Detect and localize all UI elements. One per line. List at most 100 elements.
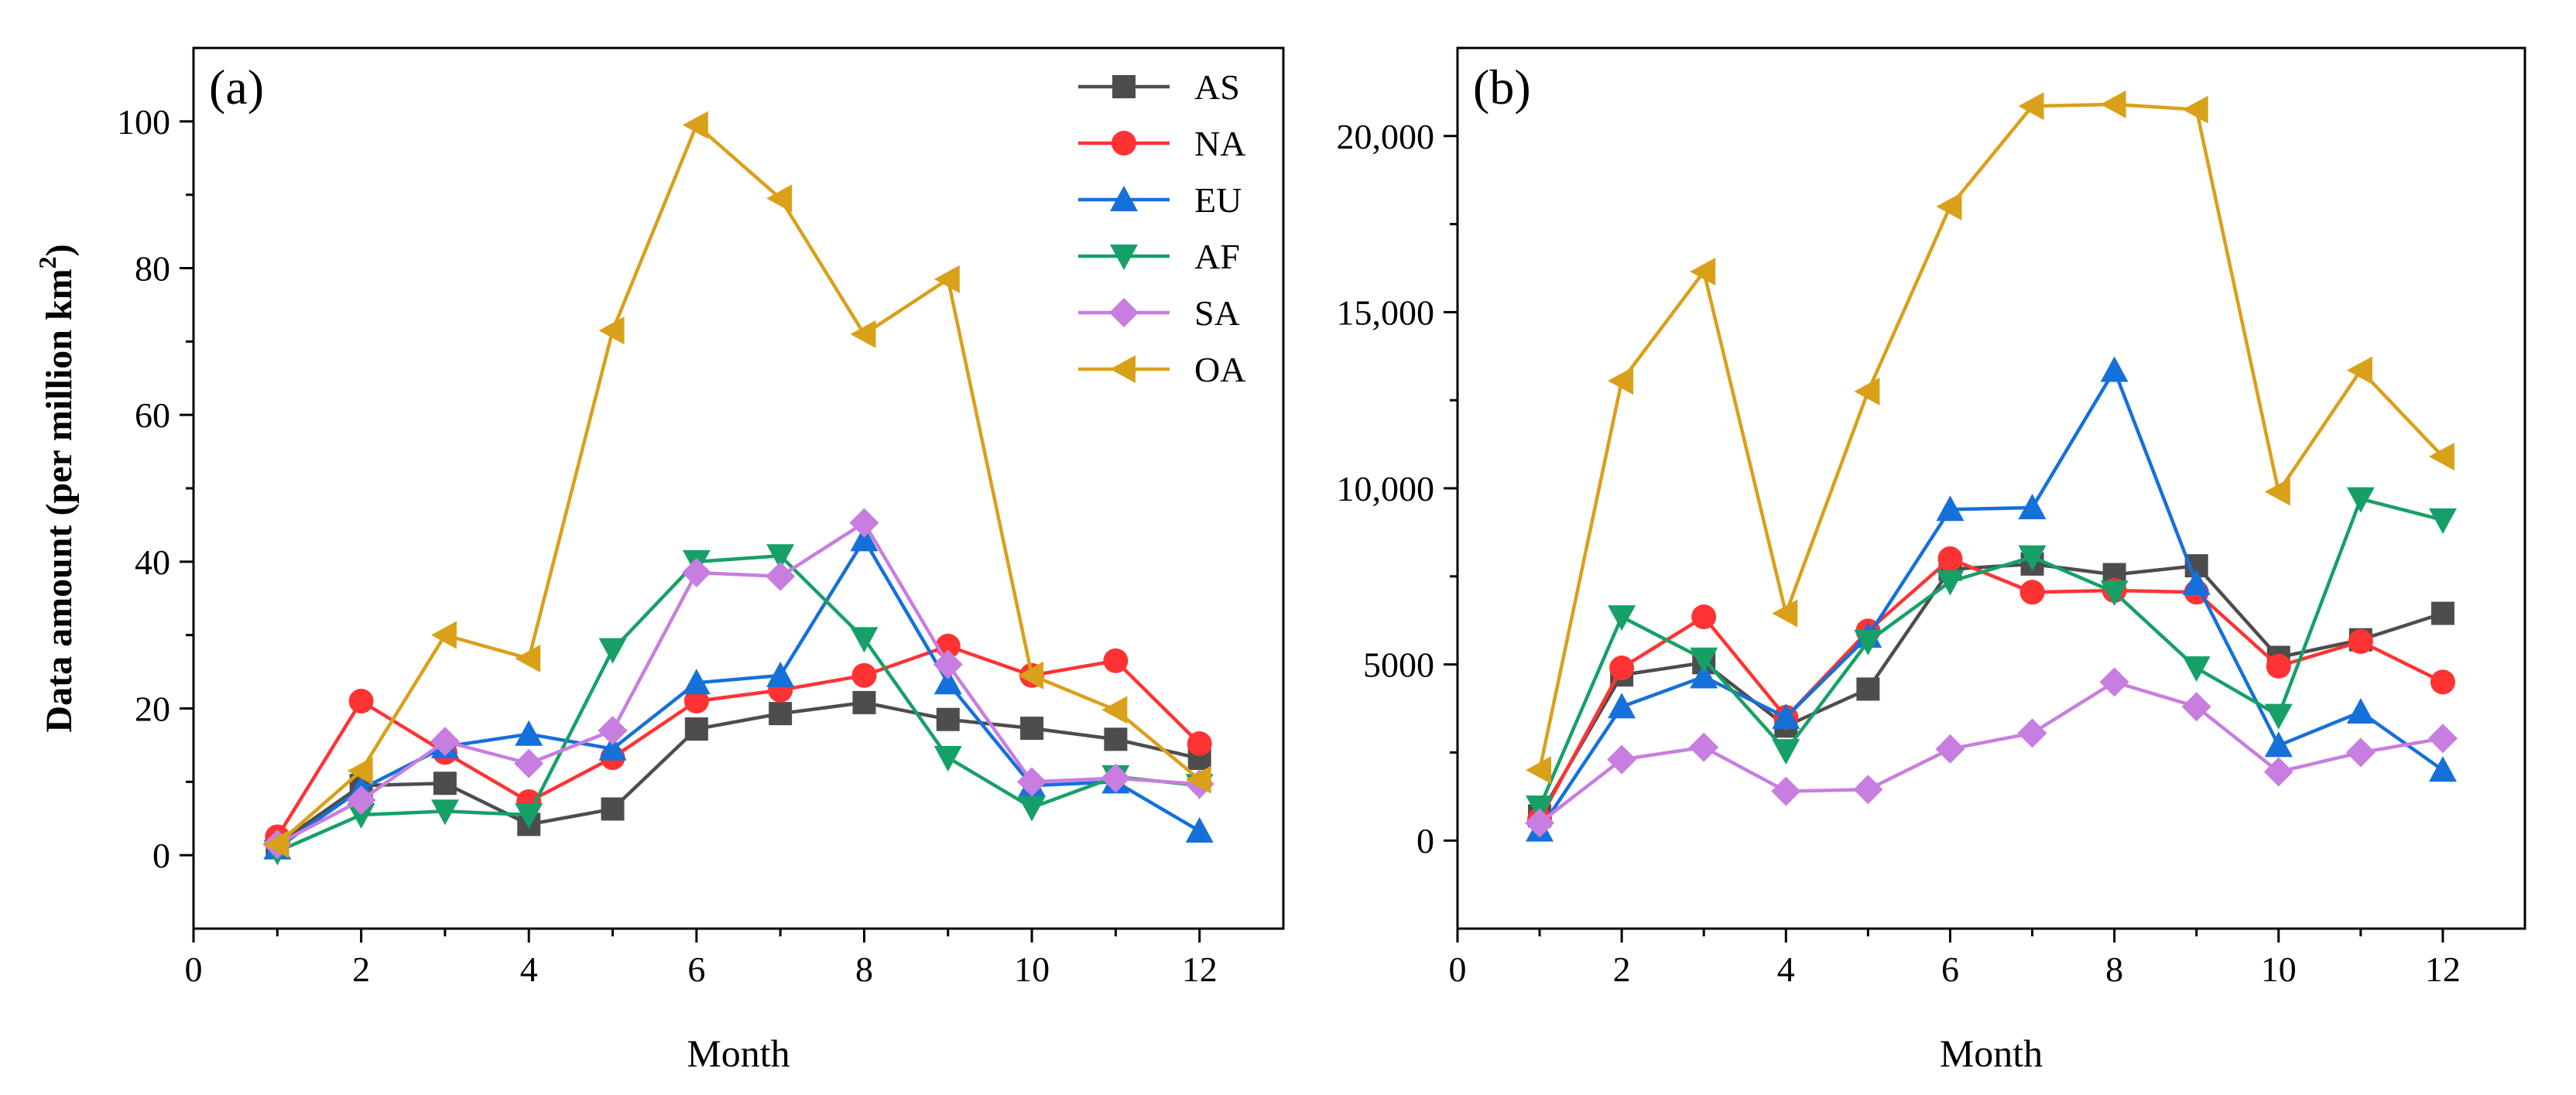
data-point-oa-a bbox=[1018, 661, 1044, 690]
series-sa-b bbox=[1525, 667, 2458, 838]
series-line-na-a bbox=[276, 644, 1201, 838]
legend-label-as: AS bbox=[1194, 67, 1240, 107]
chart-panel-a: 0 2 4 6 8 10 12 0 20 40 60 80 100 Month Data amount (p… bbox=[33, 46, 1285, 1075]
y-tick-label-a: 60 bbox=[135, 395, 170, 435]
series-line-oa-a bbox=[276, 123, 1201, 846]
legend: AS NA EU AF SA OA bbox=[1078, 67, 1245, 389]
legend-marker-eu bbox=[1110, 186, 1138, 211]
data-point-sa-b bbox=[2017, 718, 2047, 748]
data-point-oa-b bbox=[2018, 92, 2044, 121]
data-point-eu-b bbox=[1690, 662, 1718, 689]
data-point-na-b bbox=[2266, 653, 2291, 679]
data-point-sa-b bbox=[1689, 732, 1719, 762]
data-point-sa-a bbox=[849, 508, 879, 538]
data-point-as-a bbox=[1104, 727, 1128, 751]
data-point-eu-b bbox=[2018, 494, 2047, 520]
x-tick-label-b: 6 bbox=[1941, 950, 1959, 989]
x-axis-title-b: Month bbox=[1940, 1032, 2043, 1075]
legend-label-oa: OA bbox=[1194, 350, 1245, 389]
data-point-na-b bbox=[1691, 604, 1717, 630]
legend-marker-af bbox=[1110, 245, 1138, 270]
data-point-na-a bbox=[348, 689, 374, 714]
data-point-eu-a bbox=[850, 525, 879, 552]
y-tick-label-b: 10,000 bbox=[1337, 469, 1435, 508]
data-point-oa-a bbox=[682, 111, 708, 139]
series-line-eu-b bbox=[1538, 368, 2444, 831]
series-line-as-a bbox=[276, 700, 1201, 846]
y-tick-label-b: 20,000 bbox=[1337, 117, 1435, 156]
data-point-na-b bbox=[1609, 655, 1635, 681]
series-line-as-b bbox=[1538, 562, 2444, 817]
x-tick-label-a: 2 bbox=[352, 950, 370, 989]
chart-panel-b: 0 2 4 6 8 10 12 0 5000 10,000 15,000 20,000 Month (b) bbox=[1337, 46, 2526, 1075]
data-point-oa-a bbox=[850, 320, 876, 348]
data-point-oa-a bbox=[1185, 765, 1211, 794]
x-tick-label-a: 10 bbox=[1014, 950, 1050, 989]
data-point-af-b bbox=[2100, 580, 2129, 607]
data-point-sa-b bbox=[1525, 808, 1555, 838]
data-point-sa-a bbox=[681, 558, 711, 588]
data-point-oa-b bbox=[1526, 756, 1552, 785]
legend-label-sa: SA bbox=[1194, 293, 1240, 333]
data-point-eu-b bbox=[1936, 495, 1965, 522]
data-point-oa-b bbox=[2100, 90, 2126, 118]
y-axis-title: Data amount (per million km2) bbox=[33, 244, 80, 732]
data-point-eu-a bbox=[598, 734, 627, 761]
data-point-oa-b bbox=[2428, 443, 2454, 471]
data-point-sa-b bbox=[2263, 757, 2293, 787]
data-point-as-a bbox=[1020, 717, 1044, 741]
series-line-eu-a bbox=[276, 538, 1201, 850]
data-point-af-b bbox=[1608, 605, 1636, 631]
data-point-sa-a bbox=[933, 649, 963, 679]
data-point-oa-a bbox=[933, 265, 960, 293]
data-point-sa-b bbox=[1853, 775, 1883, 805]
data-point-na-b bbox=[2019, 580, 2045, 605]
x-tick-label-a: 12 bbox=[1182, 950, 1218, 989]
y-tick-label-b: 5000 bbox=[1363, 645, 1434, 685]
data-point-af-a bbox=[933, 746, 962, 772]
x-tick-label-a: 6 bbox=[687, 950, 705, 989]
y-tick-label-a: 0 bbox=[152, 836, 170, 875]
data-point-eu-b bbox=[2264, 731, 2293, 758]
data-point-af-a bbox=[766, 544, 795, 570]
x-tick-label-b: 4 bbox=[1777, 950, 1795, 989]
data-point-sa-a bbox=[346, 785, 376, 816]
data-point-na-a bbox=[1187, 731, 1212, 757]
data-point-af-b bbox=[2428, 508, 2457, 534]
data-point-oa-a bbox=[347, 757, 373, 785]
data-point-as-a bbox=[852, 690, 876, 714]
data-point-sa-b bbox=[2181, 692, 2211, 722]
data-point-sa-b bbox=[1607, 744, 1637, 775]
data-point-na-a bbox=[683, 689, 709, 714]
series-line-af-a bbox=[276, 553, 1200, 854]
series-af-b bbox=[1526, 487, 2457, 821]
data-point-oa-a bbox=[766, 184, 793, 213]
data-point-eu-b bbox=[2428, 756, 2457, 782]
data-point-na-a bbox=[1103, 648, 1129, 673]
legend-label-eu: EU bbox=[1194, 180, 1242, 220]
data-point-na-b bbox=[1937, 546, 1963, 572]
data-point-oa-b bbox=[1772, 599, 1798, 628]
data-point-af-a bbox=[430, 799, 459, 826]
x-tick-label-b: 12 bbox=[2425, 950, 2461, 989]
y-tick-label-a: 100 bbox=[117, 102, 170, 142]
data-point-af-a bbox=[850, 627, 879, 653]
y-tick-label-a: 20 bbox=[135, 690, 170, 729]
data-point-sa-a bbox=[598, 715, 628, 745]
series-oa-b bbox=[1526, 90, 2454, 785]
data-point-oa-b bbox=[2346, 356, 2372, 385]
data-point-oa-a bbox=[515, 645, 541, 673]
data-point-oa-a bbox=[263, 830, 289, 858]
y-tick-label-b: 0 bbox=[1416, 821, 1434, 861]
data-point-af-b bbox=[2182, 656, 2211, 683]
x-tick-label-b: 10 bbox=[2261, 950, 2297, 989]
legend-marker-sa bbox=[1109, 298, 1139, 327]
data-point-af-a bbox=[1018, 796, 1046, 822]
data-point-as-b bbox=[2430, 601, 2454, 625]
series-line-af-b bbox=[1538, 497, 2444, 808]
x-tick-label-a: 0 bbox=[185, 950, 203, 989]
x-tick-label-a: 8 bbox=[855, 950, 873, 989]
data-point-af-b bbox=[1772, 739, 1800, 765]
data-point-as-a bbox=[433, 772, 457, 796]
